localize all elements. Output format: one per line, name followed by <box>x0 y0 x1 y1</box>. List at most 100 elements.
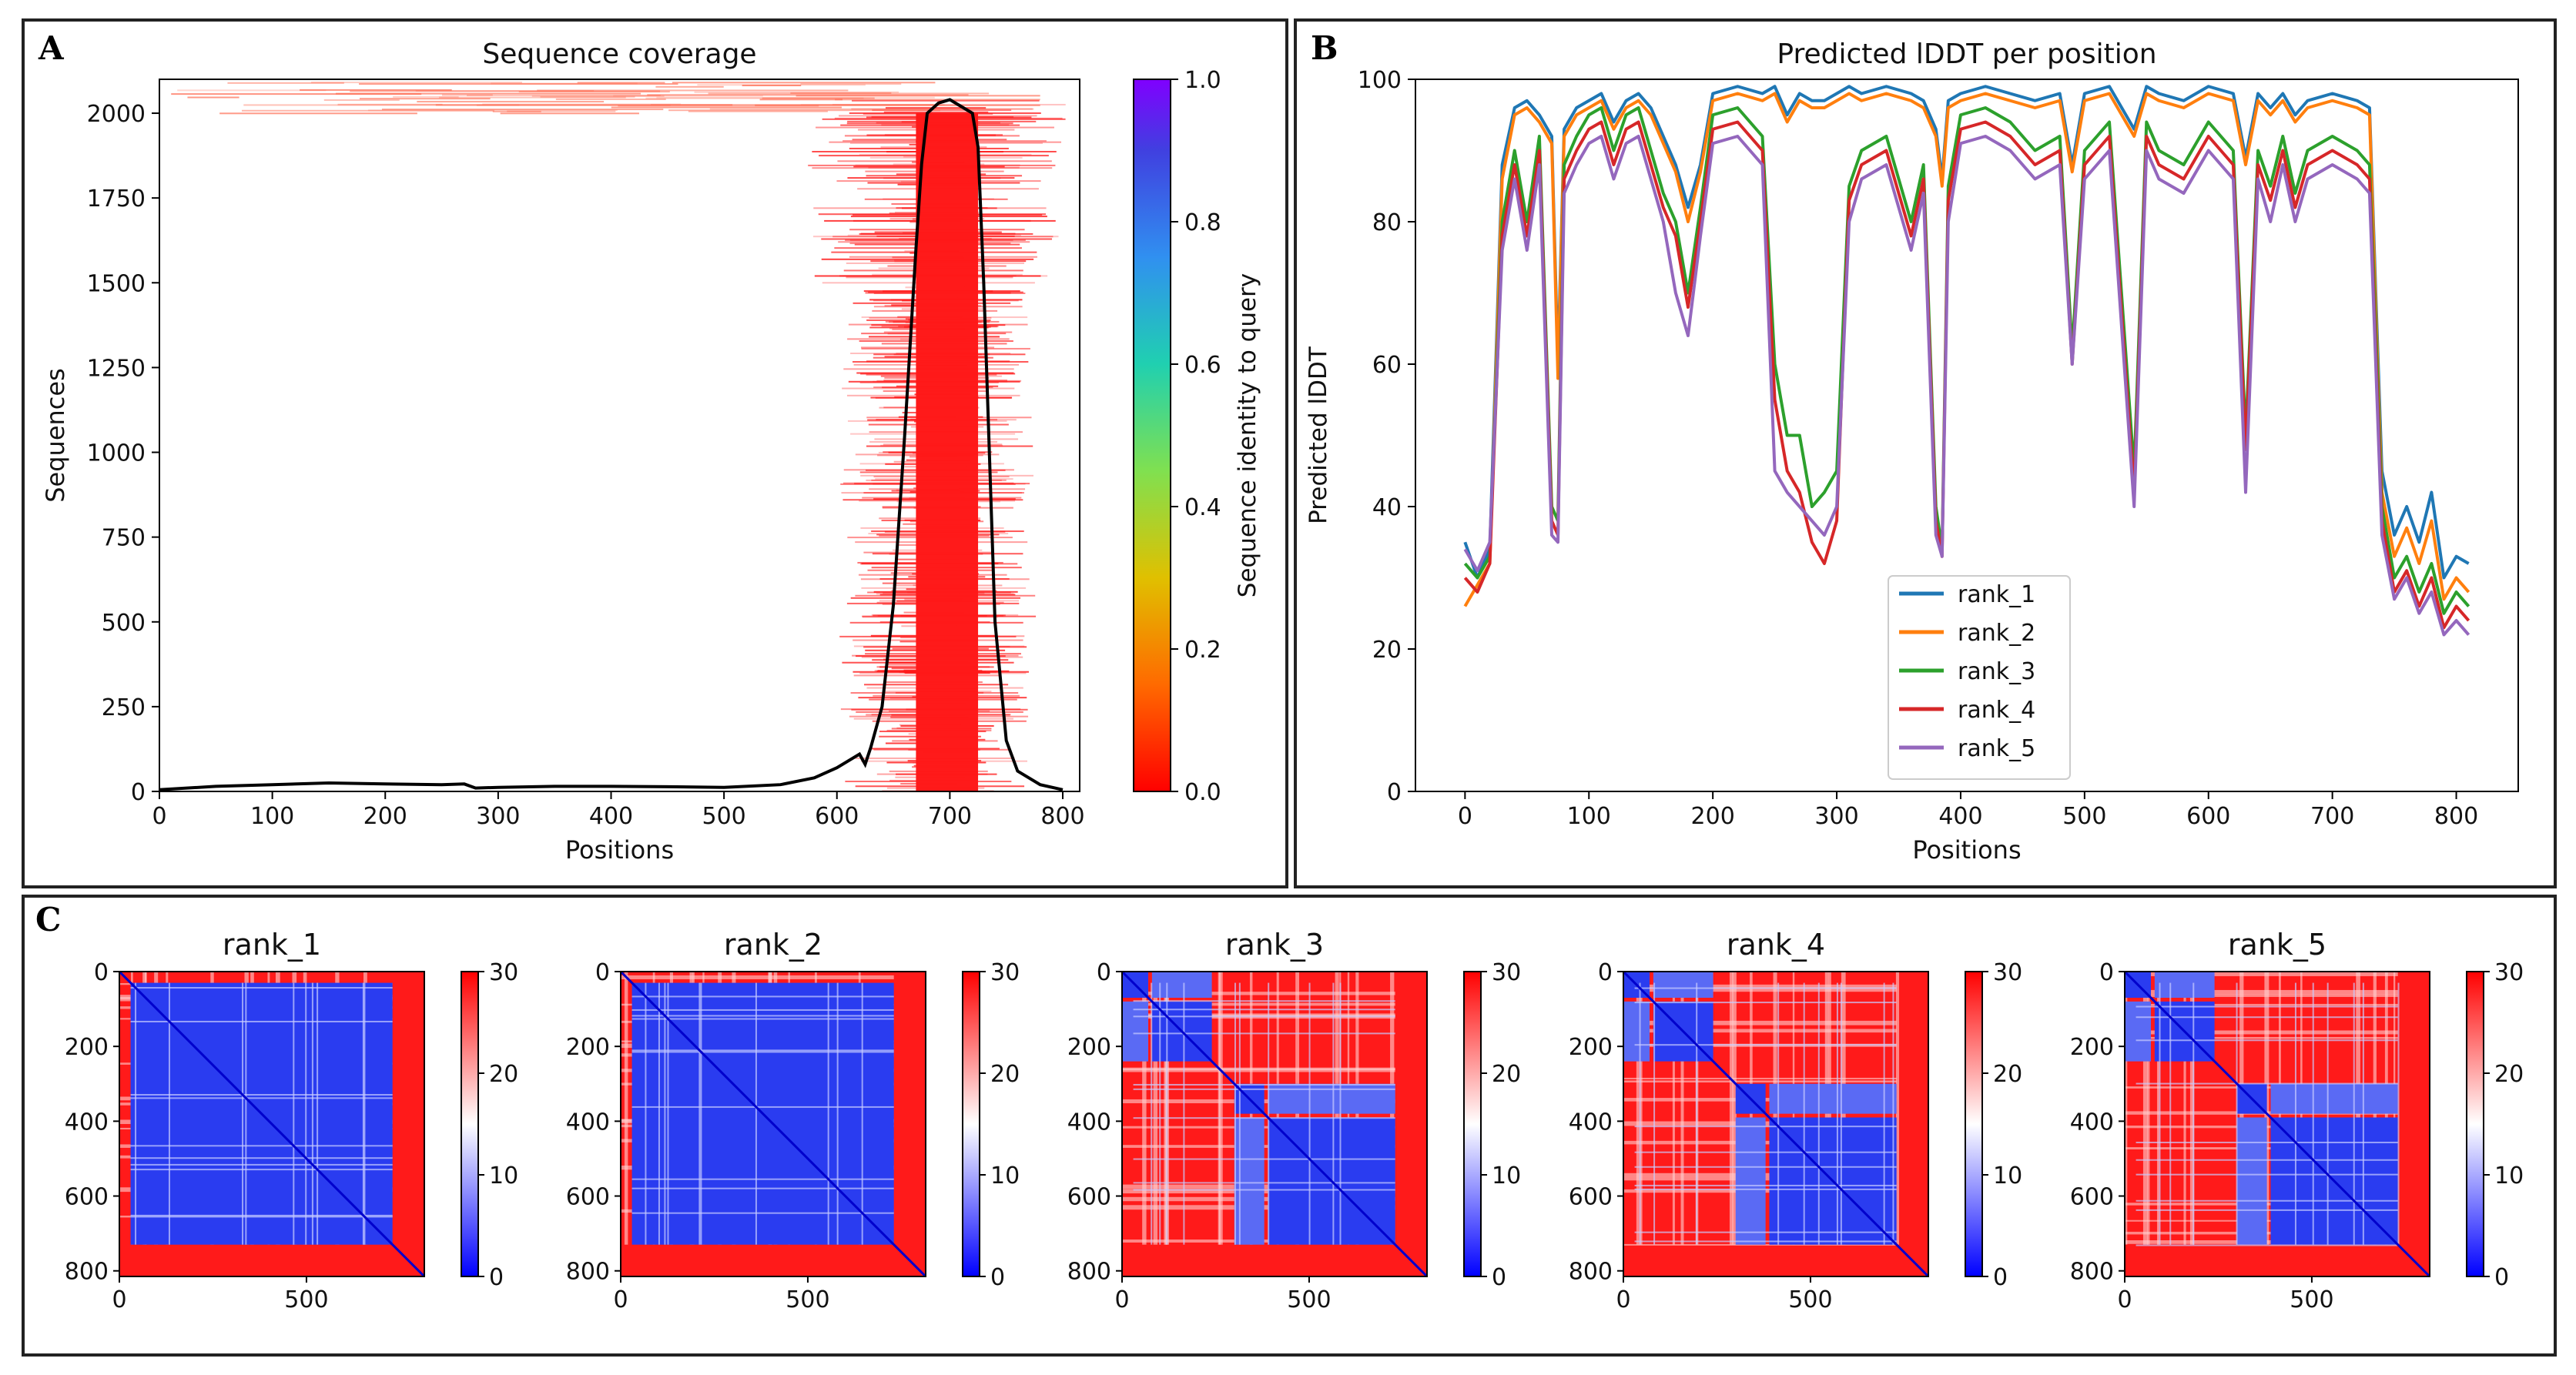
msa-row <box>892 328 965 330</box>
heatmap-stripe <box>1159 982 1161 1245</box>
msa-row <box>879 406 980 409</box>
msa-row <box>800 83 902 85</box>
msa-row <box>885 107 987 109</box>
heatmap-stripe <box>2125 994 2398 997</box>
heatmap-stripe <box>2125 1030 2398 1035</box>
heatmap-stripe <box>1238 982 1241 1245</box>
heatmap-stripe <box>1817 982 1820 1245</box>
msa-row <box>871 530 1024 533</box>
msa-row <box>887 664 970 666</box>
msa-row <box>835 99 1040 101</box>
msa-row <box>697 84 866 86</box>
msa-row <box>906 459 970 461</box>
heatmap-domain-block <box>1623 1001 1650 1062</box>
msa-row <box>853 166 1005 168</box>
x-axis-label: Positions <box>1912 835 2021 865</box>
heatmap-stripe <box>621 975 894 979</box>
msa-row <box>853 363 1020 366</box>
msa-row <box>872 109 1012 112</box>
msa-row <box>913 761 978 764</box>
msa-row <box>873 306 1023 308</box>
heatmap-rank_5 <box>2123 970 2431 1278</box>
heatmap-stripe <box>2136 1039 2398 1042</box>
msa-row <box>863 551 992 554</box>
heatmap-stripe <box>1729 972 1734 1245</box>
msa-row <box>918 708 974 710</box>
heatmap-stripe <box>1634 1044 1897 1046</box>
msa-row <box>890 716 969 718</box>
heatmap-stripe <box>2353 982 2355 1245</box>
y-tick-label: 800 <box>2070 1259 2114 1286</box>
msa-row <box>892 740 998 742</box>
heatmap-stripe <box>1133 1032 1395 1035</box>
heatmap-stripe <box>631 1049 894 1052</box>
msa-row <box>849 112 1041 115</box>
msa-row <box>852 139 1007 141</box>
heatmap-stripe <box>1133 1189 1395 1191</box>
msa-row <box>859 471 998 473</box>
msa-row <box>864 198 1008 200</box>
heatmap-domain-block <box>2236 1117 2267 1245</box>
msa-row <box>171 93 422 95</box>
msa-row <box>867 182 1020 184</box>
msa-row <box>467 94 661 96</box>
y-tick-label: 600 <box>1569 1184 1613 1211</box>
legend-label-rank_1: rank_1 <box>1958 581 2035 608</box>
msa-row <box>912 766 978 768</box>
heatmap-diagonal <box>118 970 426 1278</box>
heatmap-stripe <box>2125 972 2398 976</box>
colorbar-tick-label: 0.8 <box>1184 209 1221 236</box>
msa-row <box>708 92 989 95</box>
msa-row <box>914 420 970 423</box>
heatmap-stripe <box>2362 982 2364 1245</box>
heatmap-stripe <box>245 982 247 1245</box>
msa-row <box>853 639 1023 641</box>
heatmap-stripe <box>631 1018 894 1020</box>
msa-row <box>819 155 1049 157</box>
msa-row <box>611 106 842 109</box>
msa-row <box>853 302 1011 304</box>
msa-row <box>337 103 443 105</box>
msa-row <box>821 238 1053 240</box>
msa-row <box>845 239 1026 241</box>
heatmap-stripe <box>2169 982 2172 1245</box>
heatmap-rank_3 <box>1121 970 1429 1278</box>
msa-row <box>916 600 976 602</box>
msa-row <box>873 694 1020 697</box>
msa-row <box>310 82 522 84</box>
msa-row <box>435 104 733 106</box>
heatmap-stripe <box>130 1169 393 1171</box>
msa-row <box>893 584 1003 587</box>
y-tick-label: 20 <box>1372 637 1402 664</box>
legend-label-rank_5: rank_5 <box>1958 735 2035 762</box>
heatmap-stripe <box>1653 982 1656 1245</box>
heatmap-stripe <box>363 982 366 1245</box>
heatmap-domain-block <box>1268 1083 1395 1114</box>
msa-row <box>879 577 1010 580</box>
heatmap-stripe <box>631 1212 894 1214</box>
msa-row <box>839 635 1017 637</box>
msa-row <box>655 85 724 88</box>
msa-row <box>849 147 1009 149</box>
msa-row <box>896 173 987 176</box>
heatmap-stripe <box>1634 1151 1897 1153</box>
heatmap-stripe <box>1634 1231 1897 1233</box>
heatmap-stripe <box>1122 992 1395 995</box>
msa-row <box>816 126 1054 129</box>
heatmap-stripe <box>1636 972 1640 1245</box>
heatmap-stripe <box>2136 1005 2398 1008</box>
heatmap-stripe <box>861 982 863 1245</box>
colorbar-tick-label: 10 <box>990 1163 1020 1189</box>
msa-row <box>901 121 964 123</box>
heatmap-stripe <box>1122 1067 1395 1072</box>
msa-row <box>872 720 1027 722</box>
series-line-rank_1 <box>1463 85 2470 580</box>
y-tick-label: 250 <box>102 694 146 721</box>
x-tick-label: 500 <box>786 1286 829 1313</box>
msa-row <box>853 718 1013 720</box>
msa-row <box>871 567 1022 569</box>
msa-row <box>896 773 997 775</box>
colorbar-tick-label: 0.0 <box>1184 779 1221 806</box>
msa-row <box>867 569 993 571</box>
